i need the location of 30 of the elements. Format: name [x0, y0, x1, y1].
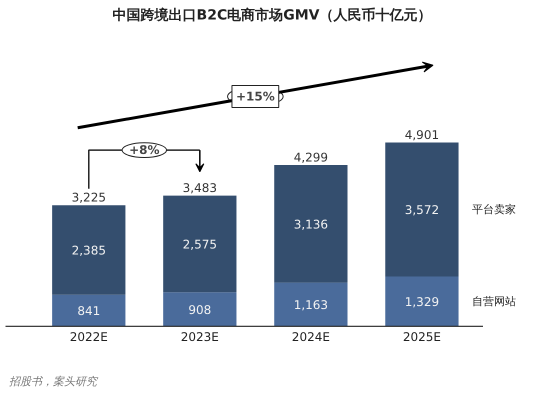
data-label: 908	[188, 302, 212, 317]
total-label: 3,483	[182, 180, 218, 195]
annotation: +8%	[129, 143, 160, 158]
bar	[163, 292, 236, 326]
x-tick-label: 2023E	[180, 330, 219, 344]
data-label: 3,572	[404, 202, 440, 217]
bar	[385, 276, 459, 326]
data-label: 2,385	[72, 244, 106, 258]
bar	[385, 142, 459, 276]
x-tick-label: 2022E	[70, 330, 108, 344]
x-tick-label: 2024E	[292, 330, 330, 344]
data-label: 2,575	[182, 237, 218, 252]
x-tick-label: 2025E	[402, 330, 441, 344]
data-label: 1,329	[404, 294, 440, 309]
data-label: 3,136	[294, 217, 328, 232]
series-label: 平台卖家	[472, 202, 516, 216]
total-label: 3,225	[72, 190, 106, 205]
text: +15%	[236, 90, 275, 104]
series-label: 自营网站	[472, 294, 516, 308]
total-label: 4,901	[404, 128, 440, 142]
bar	[163, 196, 236, 292]
chart-title: 中国跨境出口B2C电商市场GMV（人民币十亿元）	[112, 6, 432, 24]
bar	[274, 282, 348, 326]
total-label: 4,299	[294, 150, 328, 164]
data-label: 841	[77, 304, 100, 318]
text: 招股书，案头研究	[8, 374, 99, 388]
bar	[52, 294, 126, 326]
bar	[52, 205, 126, 295]
data-label: 1,163	[294, 298, 328, 312]
bar	[274, 165, 348, 283]
